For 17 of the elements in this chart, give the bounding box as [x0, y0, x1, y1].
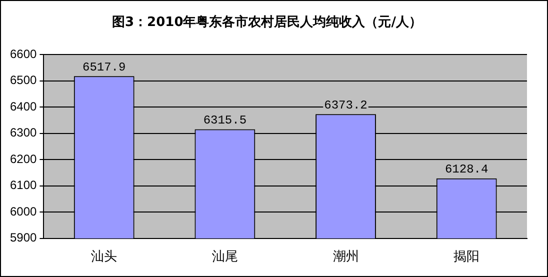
x-tick-label: 潮州 — [332, 250, 359, 265]
data-label: 6517.9 — [82, 60, 126, 74]
y-tick-label: 6100 — [10, 178, 38, 192]
data-label: 6315.5 — [203, 113, 247, 128]
data-label: 6128.4 — [444, 162, 488, 177]
y-tick-label: 6400 — [10, 99, 38, 114]
y-tick-label: 6000 — [10, 204, 38, 218]
data-label: 6373.2 — [324, 98, 368, 112]
x-tick-label: 汕尾 — [212, 250, 238, 265]
y-tick-label: 6300 — [10, 126, 38, 140]
y-tick-label: 5900 — [10, 230, 38, 245]
y-tick-label: 6200 — [10, 152, 38, 166]
x-tick-label: 揭阳 — [454, 250, 480, 265]
y-tick-label: 6500 — [10, 73, 38, 88]
chart-title: 图3：2010年粤东各市农村居民人均纯收入（元/人） — [112, 14, 422, 30]
y-tick-label: 6600 — [10, 46, 38, 61]
x-tick-label: 汕头 — [91, 250, 118, 265]
